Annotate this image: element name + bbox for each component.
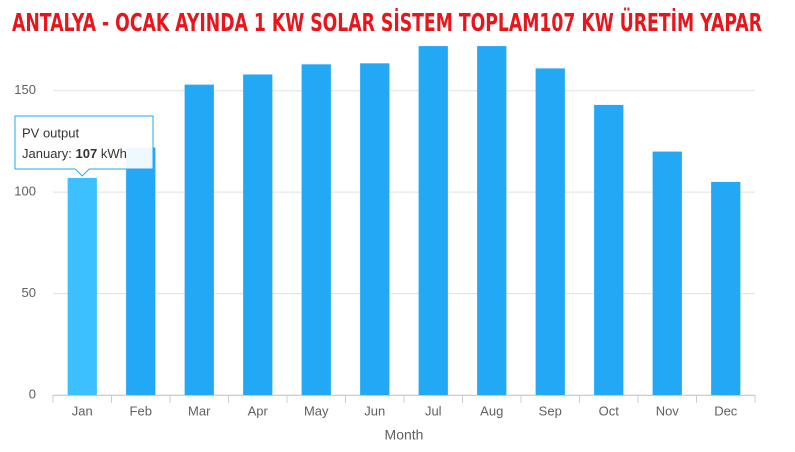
tooltip-title: PV output (22, 125, 79, 140)
bar (594, 104, 624, 396)
x-tick-label: May (304, 403, 329, 418)
x-tick-label: Oct (599, 403, 620, 418)
x-tick-label: Mar (188, 403, 211, 418)
chart-title: ANTALYA - OCAK AYINDA 1 KW SOLAR SİSTEM … (12, 7, 762, 37)
x-axis-title: Month (385, 427, 424, 443)
tooltip-line: January: 107 kWh (22, 146, 127, 161)
tooltip-category: January: (22, 146, 72, 161)
bar (67, 177, 97, 395)
x-tick-label: Apr (248, 403, 269, 418)
x-tick-label: Jun (364, 403, 385, 418)
x-tick-label: Dec (714, 403, 738, 418)
x-tick-label: Aug (480, 403, 503, 418)
bar (126, 147, 156, 395)
bar (243, 74, 273, 395)
tooltip-value: 107 (76, 146, 98, 161)
bar (535, 68, 565, 396)
tooltip-box (14, 115, 154, 177)
y-tick-label: 100 (14, 184, 36, 199)
x-tick-label: Sep (539, 403, 562, 418)
y-tick-label: 150 (14, 82, 36, 97)
bar (652, 151, 682, 395)
y-tick-label: 0 (29, 386, 36, 401)
bar (418, 46, 448, 395)
x-tick-label: Jul (425, 403, 442, 418)
bar (711, 182, 741, 395)
bar (301, 64, 331, 395)
x-tick-label: Feb (130, 403, 152, 418)
bar (184, 84, 214, 395)
tooltip-unit: kWh (101, 146, 127, 161)
y-tick-label: 50 (22, 285, 36, 300)
bar (477, 46, 507, 395)
x-tick-label: Jan (72, 403, 93, 418)
tooltip: PV output January: 107 kWh (14, 115, 154, 177)
x-tick-label: Nov (656, 403, 680, 418)
bar (360, 63, 390, 395)
